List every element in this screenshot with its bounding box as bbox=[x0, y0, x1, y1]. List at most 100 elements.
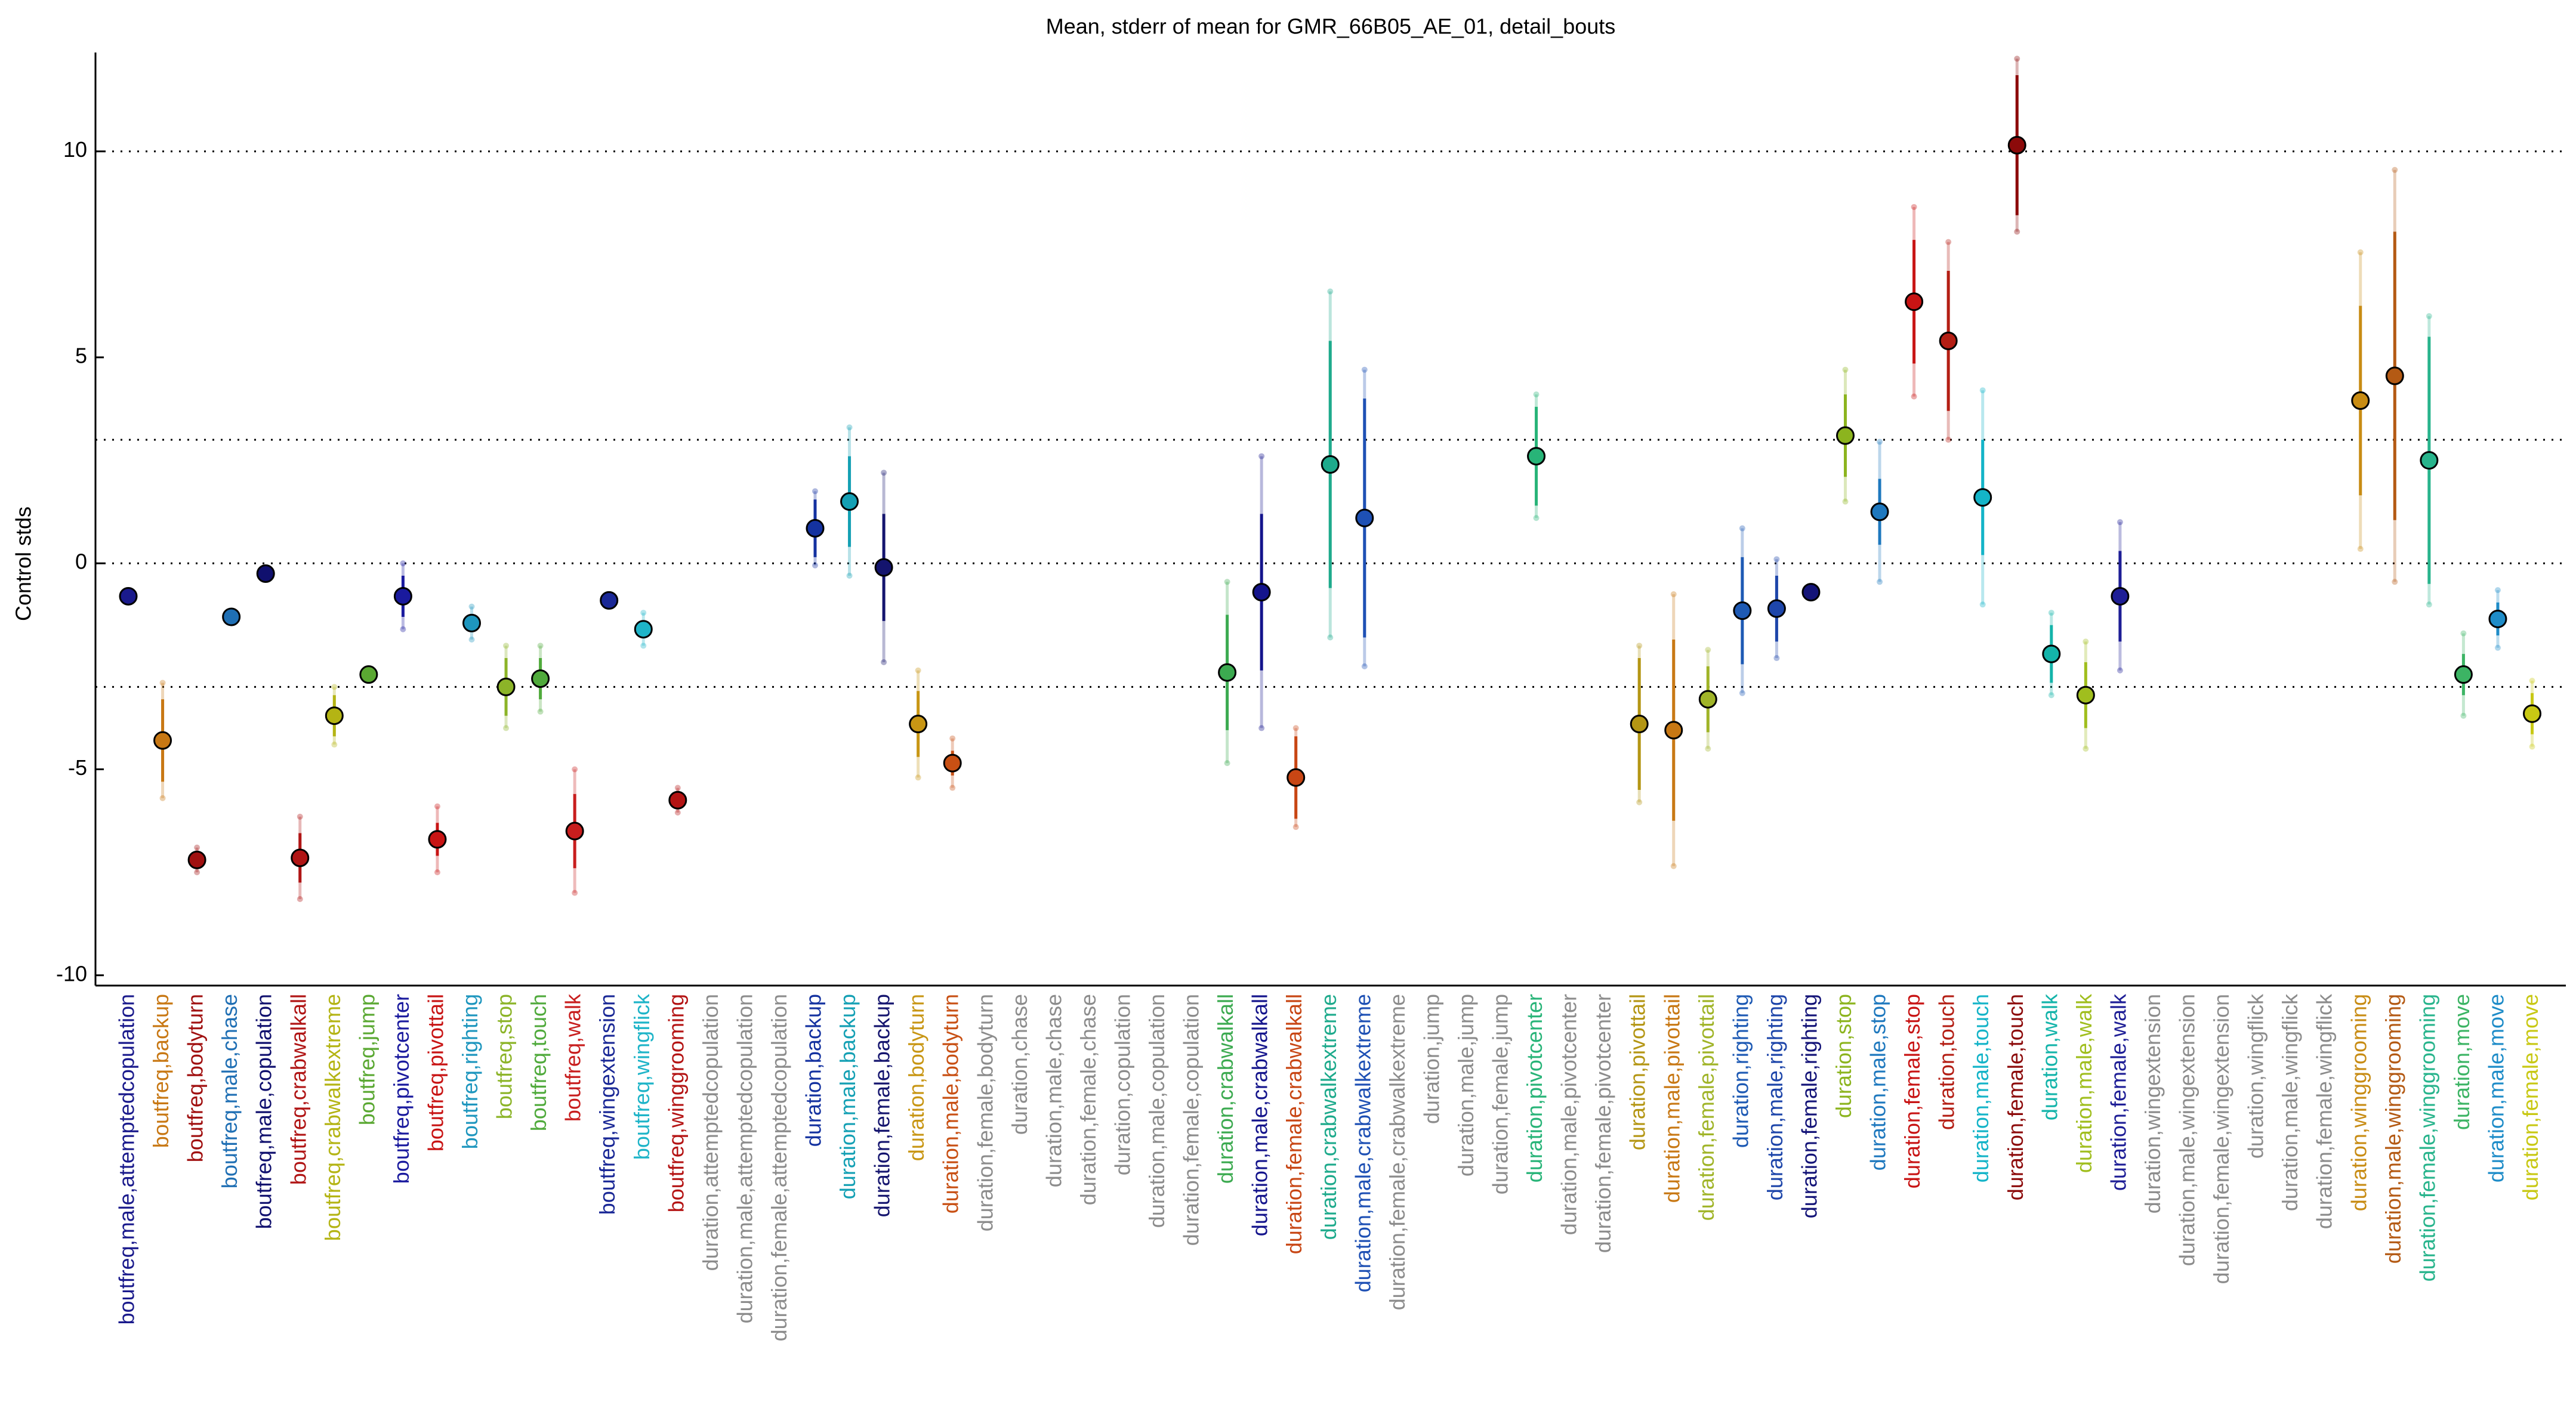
mean-marker bbox=[1939, 331, 1958, 350]
outer-error-cap bbox=[674, 785, 681, 791]
mean-marker bbox=[531, 669, 550, 688]
chart-title: Mean, stderr of mean for GMR_66B05_AE_01… bbox=[1046, 14, 1616, 39]
mean-marker bbox=[393, 586, 412, 606]
outer-error-cap bbox=[434, 869, 440, 876]
outer-error-cap bbox=[2083, 745, 2089, 752]
mean-marker bbox=[1905, 292, 1924, 311]
outer-error-cap bbox=[503, 643, 510, 649]
outer-error-cap bbox=[640, 610, 647, 616]
outer-error-cap bbox=[915, 667, 921, 674]
outer-error-cap bbox=[1979, 601, 1986, 608]
mean-marker bbox=[2454, 665, 2473, 684]
outer-error-cap bbox=[331, 742, 338, 748]
outer-error-cap bbox=[881, 470, 887, 476]
mean-marker bbox=[187, 850, 206, 869]
x-tick-label: duration,male,move bbox=[2484, 994, 2508, 1182]
outer-error-cap bbox=[1258, 725, 1265, 731]
outer-error-cap bbox=[2048, 610, 2054, 616]
outer-error-cap bbox=[1739, 690, 1745, 696]
mean-marker bbox=[2042, 644, 2061, 663]
mean-marker bbox=[222, 607, 241, 626]
outer-error-cap bbox=[881, 659, 887, 665]
mean-marker bbox=[1836, 426, 1855, 445]
outer-error-cap bbox=[1773, 655, 1780, 662]
x-tick-label: duration,winggrooming bbox=[2346, 994, 2371, 1211]
outer-error-cap bbox=[1945, 437, 1952, 443]
outer-error-cap bbox=[1224, 760, 1230, 767]
mean-marker bbox=[2007, 135, 2026, 155]
mean-marker bbox=[1973, 488, 1992, 507]
outer-error-cap bbox=[503, 725, 510, 731]
x-tick-label: duration,male,attemptedcopulation bbox=[732, 994, 757, 1323]
x-tick-label: boutfreq,righting bbox=[458, 994, 482, 1149]
mean-marker bbox=[325, 706, 344, 725]
mean-marker bbox=[874, 558, 893, 577]
x-tick-label: duration,female,stop bbox=[1900, 994, 1924, 1188]
mean-marker bbox=[668, 790, 687, 810]
x-tick-label: duration,male,pivotcenter bbox=[1557, 994, 1581, 1235]
x-tick-label: duration,bodyturn bbox=[904, 994, 928, 1161]
mean-marker bbox=[1252, 583, 1271, 602]
x-tick-label: duration,female,crabwalkextreme bbox=[1385, 994, 1409, 1310]
mean-marker bbox=[840, 492, 859, 511]
y-tick-label: 5 bbox=[75, 343, 87, 368]
x-tick-label: duration,jump bbox=[1419, 994, 1443, 1124]
x-tick-label: duration,male,wingextension bbox=[2175, 994, 2199, 1266]
outer-error-cap bbox=[2014, 55, 2020, 62]
outer-error-cap bbox=[1224, 579, 1230, 585]
outer-error-cap bbox=[1705, 745, 1711, 752]
outer-error-cap bbox=[1877, 579, 1883, 585]
mean-marker bbox=[1355, 508, 1374, 527]
outer-error-cap bbox=[2357, 249, 2364, 255]
outer-error-cap bbox=[949, 735, 956, 742]
outer-error-cap bbox=[1670, 863, 1677, 869]
x-tick-label: boutfreq,crabwalkall bbox=[286, 994, 310, 1185]
outer-error-cap bbox=[1773, 556, 1780, 563]
x-tick-label: duration,attemptedcopulation bbox=[698, 994, 723, 1271]
x-tick-label: duration,male,copulation bbox=[1144, 994, 1169, 1228]
mean-marker bbox=[2523, 704, 2541, 723]
outer-error-cap bbox=[1842, 366, 1849, 373]
mean-marker bbox=[1321, 455, 1340, 474]
outer-error-cap bbox=[468, 636, 475, 643]
outer-error-cap bbox=[812, 562, 818, 569]
y-tick-label: 0 bbox=[75, 549, 87, 574]
outer-error-cap bbox=[1361, 366, 1368, 373]
x-tick-label: duration,pivotcenter bbox=[1522, 994, 1547, 1182]
mean-marker bbox=[2420, 451, 2439, 470]
x-tick-label: duration,chase bbox=[1007, 994, 1032, 1135]
x-tick-label: duration,female,wingflick bbox=[2312, 993, 2337, 1229]
x-tick-label: boutfreq,backup bbox=[149, 994, 173, 1148]
x-tick-label: boutfreq,stop bbox=[492, 994, 517, 1119]
x-tick-label: duration,female,copulation bbox=[1179, 994, 1204, 1246]
x-tick-label: duration,female,chase bbox=[1076, 994, 1100, 1205]
mean-marker bbox=[2488, 609, 2507, 628]
outer-error-cap bbox=[159, 680, 166, 686]
mean-marker bbox=[1767, 599, 1786, 618]
x-tick-label: boutfreq,male,copulation bbox=[252, 994, 276, 1229]
x-tick-label: duration,male,wingflick bbox=[2278, 993, 2302, 1211]
x-tick-label: duration,male,pivottail bbox=[1659, 994, 1684, 1203]
x-tick-label: duration,female,pivottail bbox=[1694, 994, 1719, 1221]
x-tick-label: duration,touch bbox=[1935, 994, 1959, 1130]
x-tick-label: duration,male,stop bbox=[1866, 994, 1890, 1171]
outer-error-cap bbox=[2392, 166, 2398, 173]
x-tick-label: duration,male,crabwalkall bbox=[1248, 994, 1272, 1236]
x-tick-label: duration,female,pivotcenter bbox=[1591, 994, 1615, 1253]
x-tick-label: boutfreq,walk bbox=[561, 993, 585, 1122]
mean-marker bbox=[359, 665, 378, 684]
x-tick-label: duration,male,backup bbox=[835, 994, 860, 1199]
outer-error-cap bbox=[1292, 824, 1299, 830]
outer-error-cap bbox=[1739, 525, 1745, 532]
mean-marker bbox=[256, 564, 275, 583]
outer-error-cap bbox=[2529, 743, 2535, 750]
outer-error-cap bbox=[1877, 438, 1883, 445]
outer-error-cap bbox=[2117, 519, 2123, 526]
x-tick-label: duration,pivottail bbox=[1625, 994, 1650, 1150]
outer-error-cap bbox=[1670, 591, 1677, 598]
outer-error-cap bbox=[297, 895, 303, 902]
mean-marker bbox=[909, 715, 928, 734]
outer-error-cap bbox=[846, 572, 853, 579]
outer-error-cap bbox=[537, 708, 544, 715]
